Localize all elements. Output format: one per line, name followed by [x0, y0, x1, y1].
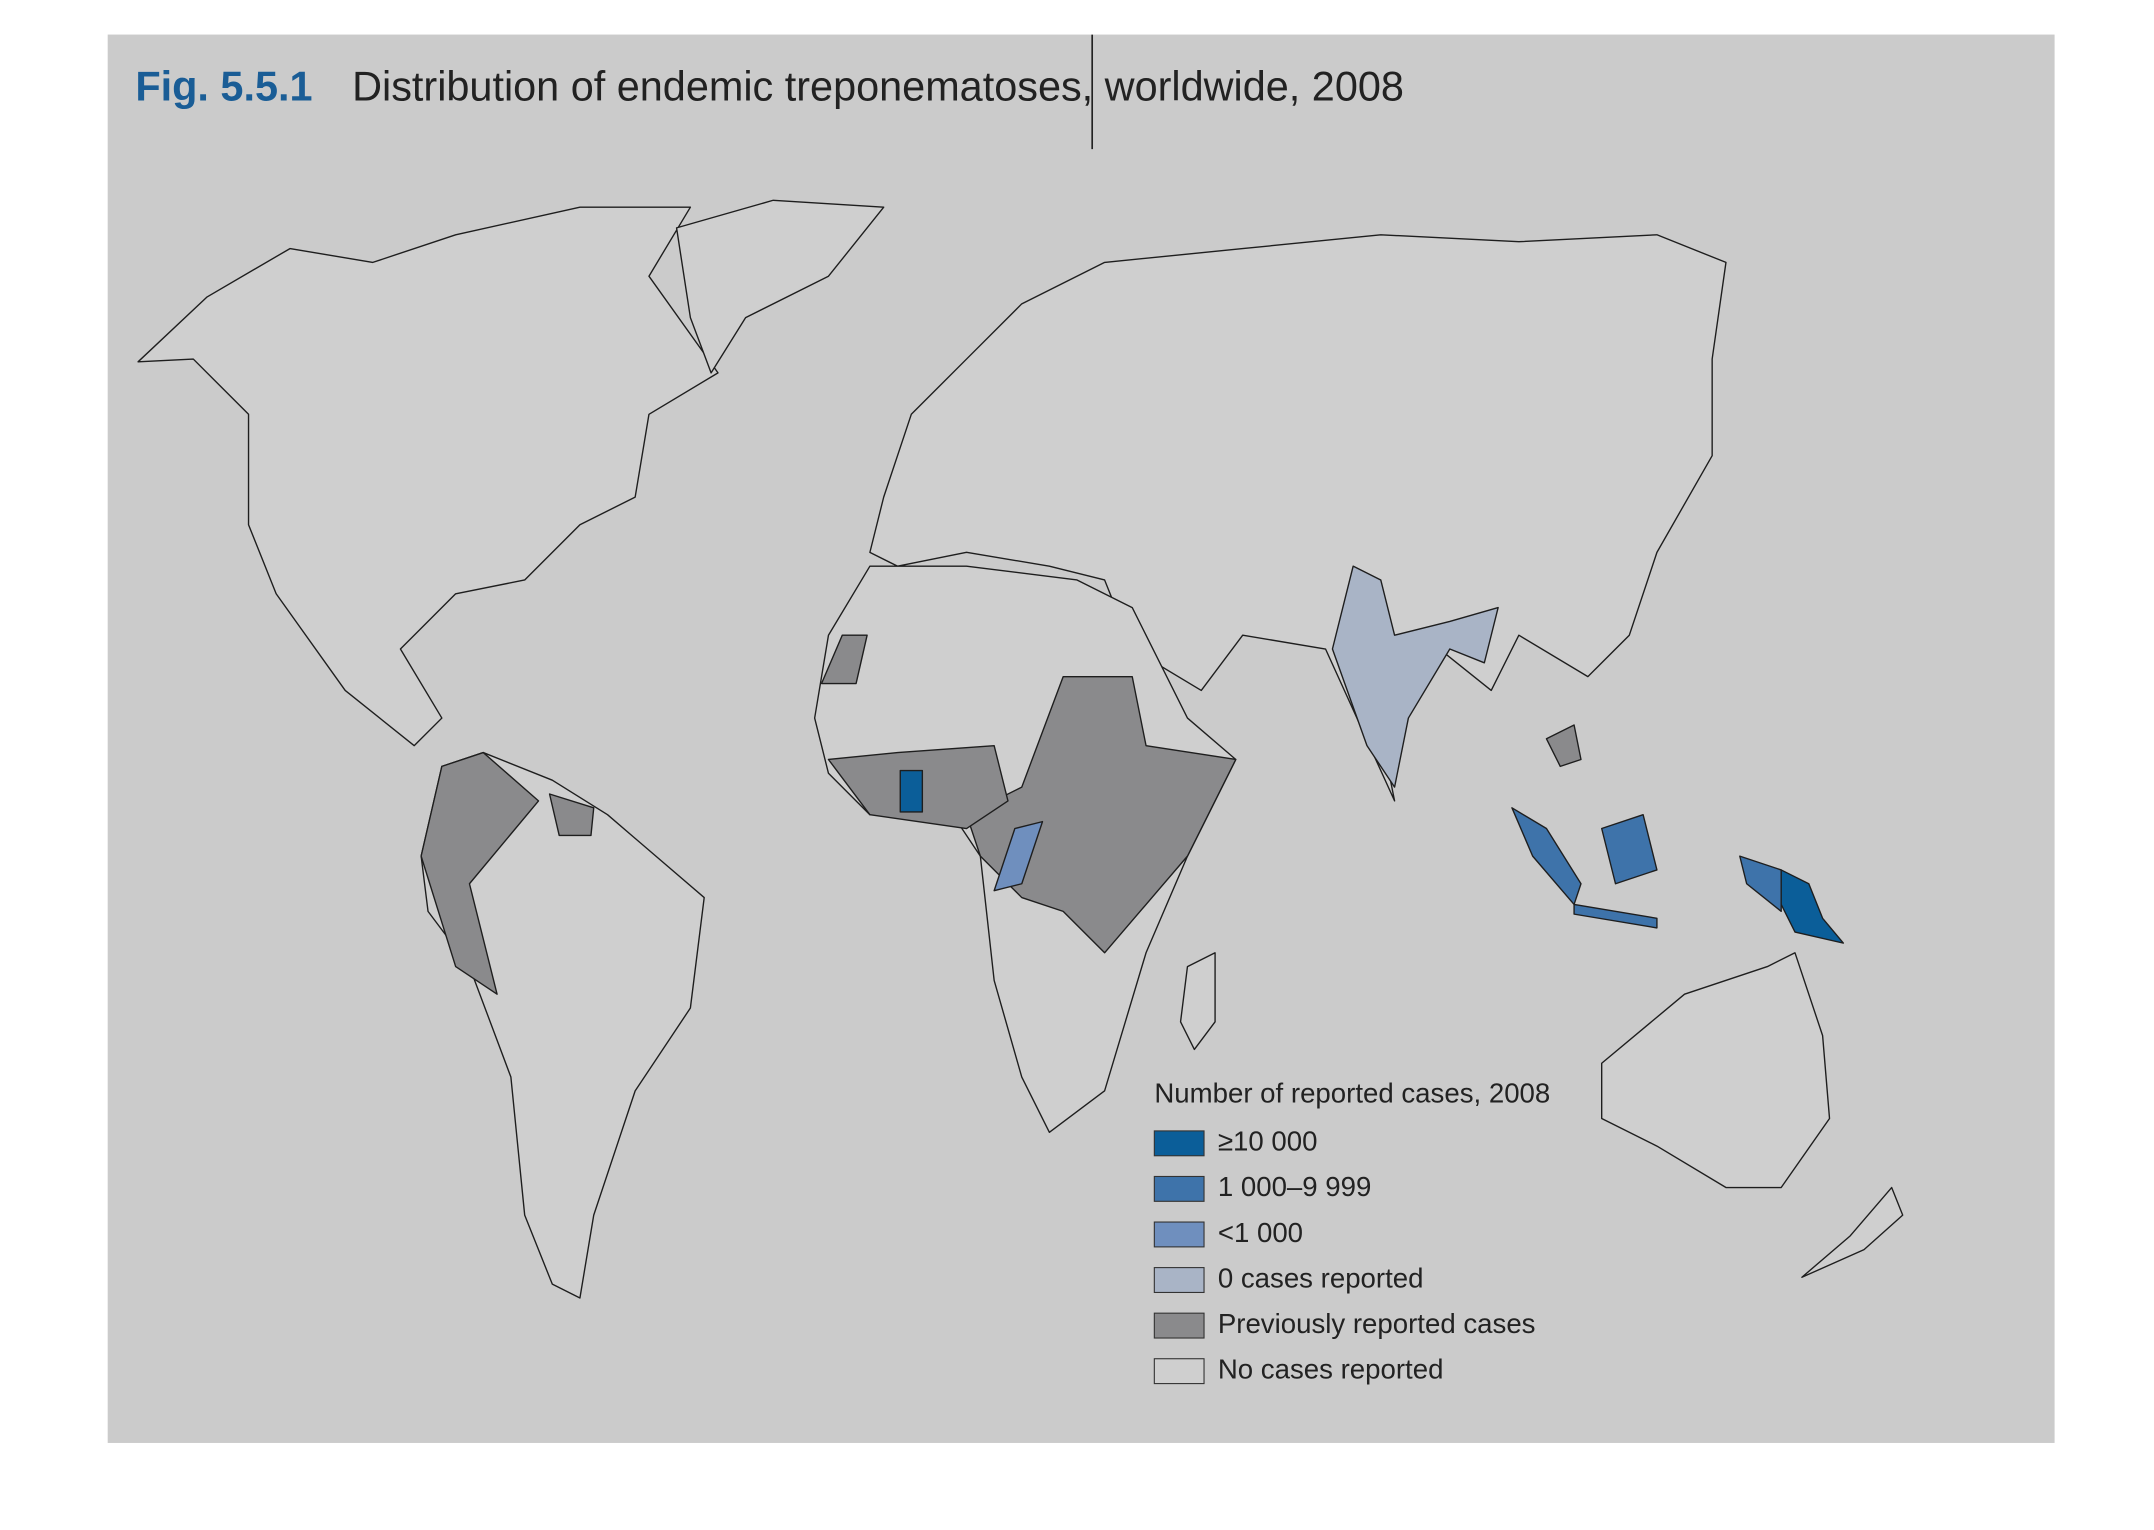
australia [1601, 952, 1831, 1189]
legend-label: ≥10 000 [1218, 1126, 1318, 1157]
figure-title: Distribution of endemic treponematoses, … [352, 64, 1404, 110]
legend-swatch [1153, 1130, 1205, 1157]
region-previous [420, 751, 540, 995]
map [137, 199, 1904, 1299]
region-zero [1331, 565, 1499, 788]
region-low [993, 820, 1044, 892]
region-medium [1739, 855, 1782, 913]
legend: Number of reported cases, 2008 ≥10 000 1 … [1153, 1077, 1550, 1385]
legend-swatch [1153, 1312, 1205, 1339]
region-high [899, 769, 924, 813]
legend-swatch [1153, 1221, 1205, 1248]
region-previous [548, 793, 595, 837]
legend-label: 1 000–9 999 [1218, 1171, 1372, 1202]
legend-title: Number of reported cases, 2008 [1154, 1077, 1550, 1108]
legend-label: Previously reported cases [1218, 1308, 1536, 1339]
legend-label: No cases reported [1218, 1353, 1444, 1384]
greenland [675, 199, 885, 374]
region-medium [1511, 807, 1582, 906]
legend-swatch [1153, 1267, 1205, 1294]
new-zealand [1801, 1186, 1904, 1278]
madagascar [1179, 952, 1216, 1051]
region-high [1780, 869, 1845, 944]
legend-swatch [1153, 1358, 1205, 1385]
legend-swatch [1153, 1175, 1205, 1202]
region-previous [820, 634, 868, 685]
region-previous [1545, 724, 1582, 768]
north-america [137, 206, 719, 747]
legend-label: <1 000 [1218, 1217, 1303, 1248]
region-medium [1573, 903, 1658, 929]
legend-label: 0 cases reported [1218, 1262, 1424, 1293]
figure-label: Fig. 5.5.1 [135, 64, 312, 110]
region-medium [1601, 814, 1658, 885]
